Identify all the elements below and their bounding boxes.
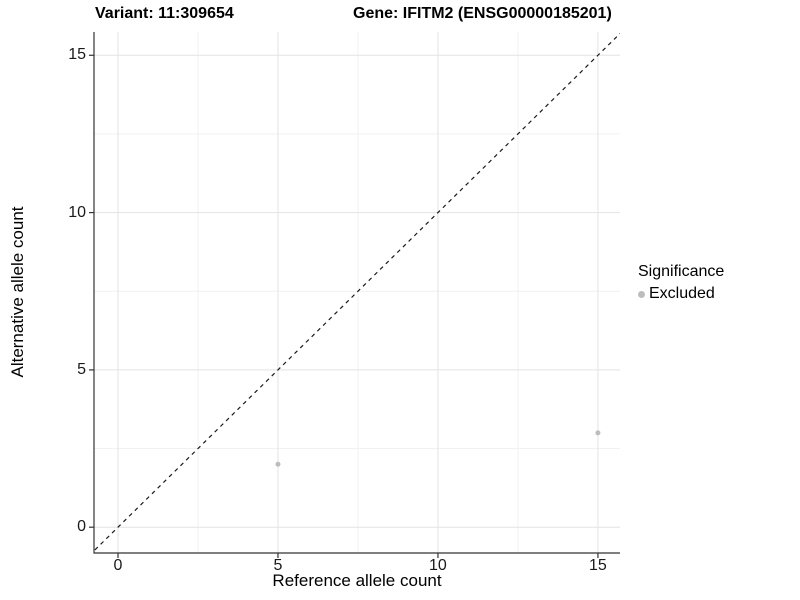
y-tick-label: 10 [68, 203, 86, 221]
x-tick-label: 10 [429, 557, 447, 574]
legend-title: Significance [638, 263, 725, 280]
y-tick-label: 0 [77, 518, 86, 536]
identity-line [94, 32, 620, 552]
legend-point-icon [638, 290, 645, 298]
data-point [595, 430, 601, 436]
legend-entry: Excluded [638, 285, 724, 303]
legend: Significance Excluded [638, 263, 724, 303]
data-point [275, 461, 281, 467]
x-tick-label: 15 [589, 557, 607, 574]
legend-entry-label: Excluded [649, 285, 715, 302]
x-tick-label: 5 [273, 557, 283, 574]
y-tick-label: 15 [68, 46, 86, 64]
variant-title: Variant: 11:309654 [95, 5, 234, 22]
gene-title: Gene: IFITM2 (ENSG00000185201) [353, 5, 612, 22]
x-axis-title: Reference allele count [272, 571, 442, 590]
y-tick-label: 5 [77, 360, 86, 378]
legend-entries: Excluded [638, 285, 724, 303]
x-tick-label: 0 [113, 557, 123, 574]
